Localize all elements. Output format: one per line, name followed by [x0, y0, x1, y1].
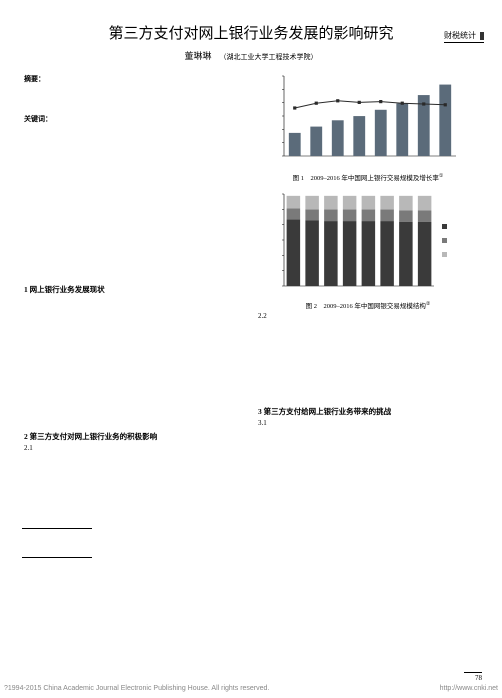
author-name: 董琳琳 — [184, 51, 211, 61]
figure-1-sup: ① — [439, 174, 443, 179]
header-category-text: 财税统计 — [444, 31, 476, 40]
section-1-heading: 1 网上银行业务发展现状 — [24, 284, 244, 295]
figure-1-caption-text: 图 1 2009–2016 年中国网上银行交易规模及增长率 — [293, 175, 439, 182]
two-column-layout: 摘要： 关键词： 1 网上银行业务发展现状 2 第三方支付对网上银行业务的积极影… — [24, 70, 478, 452]
section-3-heading: 3 第三方支付给网上银行业务带来的挑战 — [258, 406, 478, 417]
section-2-2: 2.2 — [258, 312, 478, 320]
section-2-heading: 2 第三方支付对网上银行业务的积极影响 — [24, 431, 244, 442]
chart2-svg — [266, 188, 466, 298]
figure-2-chart — [266, 188, 466, 298]
figure-2-caption: 图 2 2009–2016 年中国网银交易规模结构② — [258, 300, 478, 310]
figure-1-caption: 图 1 2009–2016 年中国网上银行交易规模及增长率① — [258, 172, 478, 182]
figure-2-caption-text: 图 2 2009–2016 年中国网银交易规模结构 — [306, 303, 426, 310]
figure-2-sup: ② — [426, 302, 430, 307]
left-column: 摘要： 关键词： 1 网上银行业务发展现状 2 第三方支付对网上银行业务的积极影… — [24, 70, 244, 452]
abstract-label: 摘要： — [24, 74, 244, 84]
keywords-label: 关键词： — [24, 114, 244, 124]
footer-right: http://www.cnki.net — [440, 685, 498, 692]
page-number: 78 — [464, 672, 482, 682]
figure-1-chart — [266, 70, 466, 170]
author-affil: （湖北工业大学工程技术学院） — [220, 53, 318, 61]
footnote-separator-1 — [22, 528, 92, 529]
right-column: 图 1 2009–2016 年中国网上银行交易规模及增长率① 图 2 2009–… — [258, 70, 478, 452]
author-line: 董琳琳 （湖北工业大学工程技术学院） — [0, 49, 502, 62]
section-2-1: 2.1 — [24, 444, 244, 452]
section-3-1: 3.1 — [258, 419, 478, 427]
chart1-svg — [266, 70, 466, 170]
page-title: 第三方支付对网上银行业务发展的影响研究 — [0, 22, 502, 43]
footnote-separator-2 — [22, 557, 92, 558]
footer-left: ?1994-2015 China Academic Journal Electr… — [4, 685, 269, 692]
header-category: 财税统计 — [444, 30, 484, 43]
header-bar-icon — [480, 32, 484, 40]
footer-line: ?1994-2015 China Academic Journal Electr… — [4, 685, 498, 692]
